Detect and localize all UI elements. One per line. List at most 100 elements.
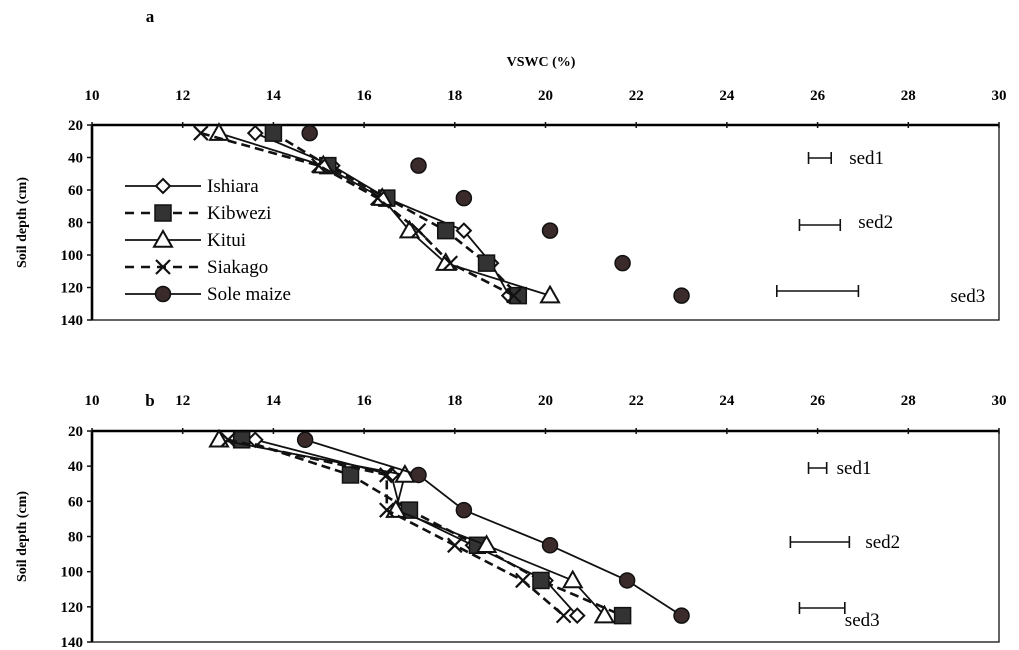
data-point-circle — [673, 287, 690, 304]
legend-label: Kitui — [207, 230, 246, 251]
series-sole-maize — [301, 124, 690, 304]
sed-bar-sed2: sed2 — [798, 212, 893, 233]
data-point-circle — [618, 572, 636, 589]
y-tick-label: 40 — [68, 151, 83, 167]
data-point-x — [369, 190, 386, 206]
data-point-x — [378, 502, 395, 518]
series-siakago — [220, 432, 572, 624]
data-point-x — [515, 572, 531, 589]
x-tick-label: 22 — [629, 88, 644, 104]
legend: Ishiara Kibwezi Kitui Siakago Sole maize — [125, 176, 291, 305]
x-tick-label: 16 — [357, 88, 373, 104]
data-point-circle — [301, 124, 318, 142]
data-point-circle — [410, 157, 427, 174]
data-point-square — [532, 571, 550, 590]
legend-marker-square — [154, 204, 172, 222]
x-tick-label: 14 — [266, 88, 282, 104]
series-line — [218, 438, 606, 617]
panel-label: b — [145, 391, 154, 410]
y-tick-label: 80 — [68, 216, 83, 232]
series-line — [255, 438, 578, 617]
x-tick-label: 16 — [357, 393, 373, 409]
legend-item: Ishiara — [125, 176, 259, 197]
data-point-diamond — [455, 222, 473, 240]
x-tick-label: 28 — [901, 393, 916, 409]
x-tick-label: 24 — [719, 393, 735, 409]
sed-label: sed3 — [950, 286, 985, 307]
y-tick-label: 120 — [61, 281, 84, 297]
data-point-triangle — [208, 122, 230, 141]
data-point-square — [341, 466, 360, 484]
x-tick-label: 26 — [810, 88, 826, 104]
sed-bar-sed1: sed1 — [807, 148, 884, 169]
data-point-x — [193, 125, 209, 141]
data-point-square — [264, 124, 283, 142]
x-tick-label: 14 — [266, 393, 282, 409]
sed-bar-sed3: sed3 — [775, 285, 985, 307]
data-point-triangle — [475, 534, 498, 554]
y-tick-label: 20 — [68, 424, 83, 440]
data-point-circle — [455, 189, 473, 207]
data-point-x — [410, 222, 427, 239]
legend-marker-triangle — [152, 228, 174, 248]
data-point-x — [447, 537, 463, 554]
x-tick-label: 30 — [992, 88, 1007, 104]
x-tick-label: 20 — [538, 393, 553, 409]
data-point-diamond — [568, 607, 586, 625]
legend-label: Siakago — [207, 257, 268, 278]
y-axis-title: Soil depth (cm) — [15, 491, 30, 582]
data-point-circle — [455, 501, 473, 519]
chart-panel-a: a VSWC (%) 10 12 14 16 18 20 22 24 26 28 30 20 40 60 80 1… — [15, 7, 1007, 329]
x-tick-label: 20 — [538, 88, 553, 104]
x-tick-label: 22 — [629, 393, 644, 409]
y-tick-label: 100 — [61, 248, 84, 264]
legend-item: Siakago — [125, 257, 268, 278]
data-point-x — [220, 432, 236, 448]
x-tick-label: 18 — [447, 393, 462, 409]
y-tick-label: 80 — [68, 530, 83, 546]
y-tick-label: 20 — [68, 118, 83, 134]
legend-label: Sole maize — [207, 284, 291, 305]
x-tick-label: 10 — [85, 88, 100, 104]
data-point-circle — [296, 431, 314, 449]
y-tick-label: 140 — [61, 313, 84, 329]
sed-label: sed1 — [837, 458, 872, 479]
data-point-square — [477, 254, 496, 272]
sed-label: sed2 — [865, 532, 900, 553]
x-tick-label: 10 — [85, 393, 100, 409]
series-ishiara — [246, 431, 586, 625]
x-tick-label: 12 — [175, 88, 190, 104]
data-point-triangle — [398, 219, 421, 239]
data-point-circle — [410, 466, 427, 484]
chart-panel-b: b 10 12 14 16 18 20 22 24 26 28 30 20 40 60 80 100 120 140… — [15, 391, 1007, 650]
data-point-circle — [541, 222, 559, 239]
x-tick-label: 24 — [719, 88, 735, 104]
series-line — [200, 131, 515, 297]
sed-bar-sed2: sed2 — [789, 532, 900, 553]
data-point-triangle — [394, 463, 416, 483]
x-tick-label: 12 — [175, 393, 190, 409]
data-point-triangle — [539, 284, 561, 304]
data-point-square — [509, 286, 528, 305]
series-kitui — [208, 428, 616, 624]
legend-item: Kitui — [125, 228, 246, 251]
sed-label: sed1 — [849, 148, 884, 169]
series-siakago — [193, 125, 522, 304]
data-point-triangle — [593, 604, 616, 624]
series-line — [227, 438, 565, 617]
y-tick-label: 60 — [68, 183, 83, 199]
data-point-square — [613, 606, 632, 625]
x-tick-label: 18 — [447, 88, 462, 104]
series-line — [304, 438, 683, 617]
x-axis-title: VSWC (%) — [507, 55, 576, 70]
x-tick-label: 26 — [810, 393, 826, 409]
data-point-x — [378, 467, 395, 483]
data-point-x — [505, 287, 522, 304]
data-point-circle — [614, 254, 631, 272]
sed-bar-sed1: sed1 — [807, 458, 872, 479]
panel-label: a — [146, 7, 155, 26]
data-point-square — [436, 221, 455, 240]
series-sole-maize — [296, 431, 690, 624]
data-point-triangle — [561, 569, 584, 589]
